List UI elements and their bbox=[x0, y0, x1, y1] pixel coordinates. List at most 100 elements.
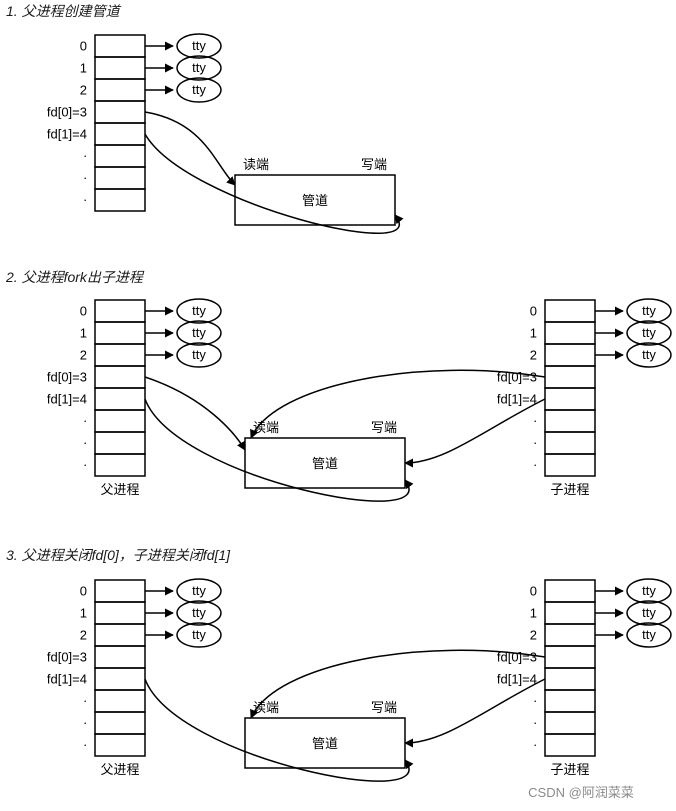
fd-cell bbox=[545, 388, 595, 410]
tty-label: tty bbox=[642, 347, 656, 362]
fd-cell bbox=[95, 668, 145, 690]
fd-label: 0 bbox=[530, 583, 537, 598]
fd-cell bbox=[545, 602, 595, 624]
fd-cell bbox=[95, 624, 145, 646]
fd-label: . bbox=[533, 432, 537, 447]
child-fd4-to-write bbox=[405, 399, 545, 463]
fd-cell bbox=[545, 432, 595, 454]
tty-label: tty bbox=[642, 583, 656, 598]
fd-cell bbox=[545, 454, 595, 476]
section-title: 1. 父进程创建管道 bbox=[6, 3, 122, 19]
fd-label: . bbox=[83, 145, 87, 160]
fd-label: fd[1]=4 bbox=[47, 671, 87, 686]
fd-cell bbox=[545, 322, 595, 344]
fd-label: . bbox=[83, 734, 87, 749]
fd-label: 0 bbox=[80, 38, 87, 53]
pipe-read-label: 读端 bbox=[243, 157, 269, 172]
fd-cell bbox=[95, 432, 145, 454]
parent-fd4-to-write bbox=[145, 399, 409, 501]
fd-label: 2 bbox=[80, 82, 87, 97]
fd-cell bbox=[95, 167, 145, 189]
fd-label: . bbox=[533, 690, 537, 705]
fd-cell bbox=[95, 35, 145, 57]
tty-label: tty bbox=[192, 82, 206, 97]
fd-label: . bbox=[533, 454, 537, 469]
fd-cell bbox=[95, 101, 145, 123]
fd-cell bbox=[545, 668, 595, 690]
parent-proc-label: 父进程 bbox=[100, 482, 139, 497]
fd-label: 1 bbox=[530, 325, 537, 340]
tty-label: tty bbox=[642, 605, 656, 620]
fd-cell bbox=[545, 410, 595, 432]
fd-label: . bbox=[83, 410, 87, 425]
fd-cell bbox=[545, 366, 595, 388]
fd-label: . bbox=[533, 734, 537, 749]
fd-label: 2 bbox=[80, 627, 87, 642]
fd-cell bbox=[95, 189, 145, 211]
fd-label: 0 bbox=[80, 303, 87, 318]
fd-label: 1 bbox=[80, 605, 87, 620]
parent-proc-label: 父进程 bbox=[100, 762, 139, 777]
pipe-write-label: 写端 bbox=[371, 700, 397, 715]
fd-cell bbox=[95, 734, 145, 756]
fd4-to-pipe-write bbox=[145, 134, 399, 233]
fd-label: . bbox=[83, 690, 87, 705]
fd-label: 1 bbox=[80, 60, 87, 75]
pipe-label: 管道 bbox=[302, 193, 328, 208]
pipe-label: 管道 bbox=[312, 736, 338, 751]
fd-cell bbox=[95, 388, 145, 410]
tty-label: tty bbox=[642, 325, 656, 340]
child-flow-to-write bbox=[405, 679, 545, 743]
fd-label: fd[1]=4 bbox=[497, 391, 537, 406]
fd-cell bbox=[545, 690, 595, 712]
fd-cell bbox=[545, 624, 595, 646]
fd-cell bbox=[95, 690, 145, 712]
fd-cell bbox=[95, 344, 145, 366]
fd-cell bbox=[545, 580, 595, 602]
fd-cell bbox=[95, 145, 145, 167]
fd-label: fd[0]=3 bbox=[47, 649, 87, 664]
tty-label: tty bbox=[192, 325, 206, 340]
tty-label: tty bbox=[192, 605, 206, 620]
fd-label: . bbox=[83, 189, 87, 204]
fd-cell bbox=[95, 712, 145, 734]
watermark-text: CSDN @阿润菜菜 bbox=[528, 785, 634, 800]
fd-cell bbox=[95, 580, 145, 602]
fd-label: 1 bbox=[80, 325, 87, 340]
fd-label: 1 bbox=[530, 605, 537, 620]
fd-cell bbox=[95, 79, 145, 101]
section-title: 2. 父进程fork出子进程 bbox=[5, 269, 145, 285]
tty-label: tty bbox=[192, 60, 206, 75]
pipe-label: 管道 bbox=[312, 456, 338, 471]
fd-cell bbox=[95, 454, 145, 476]
fd-cell bbox=[95, 410, 145, 432]
fd-cell bbox=[545, 344, 595, 366]
fd-label: . bbox=[83, 167, 87, 182]
fd-label: 2 bbox=[80, 347, 87, 362]
child-proc-label: 子进程 bbox=[550, 762, 589, 777]
tty-label: tty bbox=[642, 303, 656, 318]
fd-label: . bbox=[83, 432, 87, 447]
fd-cell bbox=[95, 646, 145, 668]
fd-label: fd[1]=4 bbox=[47, 391, 87, 406]
fd-cell bbox=[95, 57, 145, 79]
pipe-write-label: 写端 bbox=[371, 420, 397, 435]
fd-cell bbox=[545, 734, 595, 756]
tty-label: tty bbox=[642, 627, 656, 642]
section-title: 3. 父进程关闭fd[0]，子进程关闭fd[1] bbox=[6, 547, 231, 563]
fd-cell bbox=[95, 602, 145, 624]
pipe-diagram: 1. 父进程创建管道 2. 父进程fork出子进程 3. 父进程关闭fd[0]，子进… bbox=[0, 0, 676, 811]
fd-label: 2 bbox=[530, 627, 537, 642]
fd-label: . bbox=[533, 410, 537, 425]
tty-label: tty bbox=[192, 347, 206, 362]
fd-cell bbox=[545, 300, 595, 322]
tty-label: tty bbox=[192, 303, 206, 318]
fd-label: . bbox=[83, 454, 87, 469]
fd-label: 2 bbox=[530, 347, 537, 362]
tty-label: tty bbox=[192, 583, 206, 598]
parent-fd4-to-write bbox=[145, 679, 409, 781]
fd-cell bbox=[545, 646, 595, 668]
fd-label: fd[0]=3 bbox=[47, 104, 87, 119]
fd-cell bbox=[95, 322, 145, 344]
fd-cell bbox=[95, 366, 145, 388]
